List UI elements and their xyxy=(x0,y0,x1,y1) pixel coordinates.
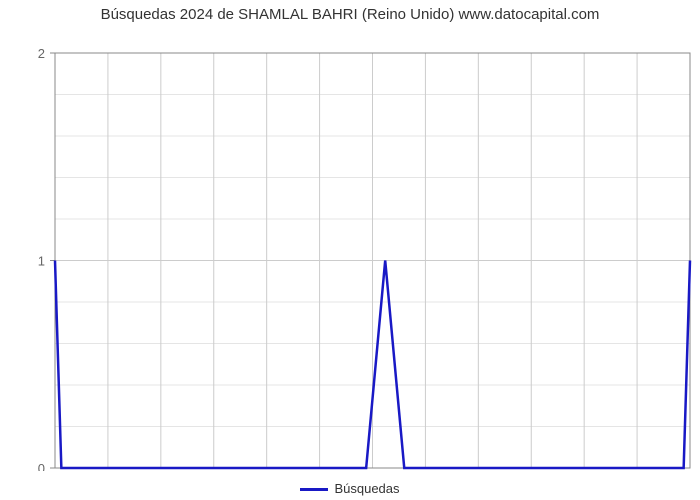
legend-label: Búsquedas xyxy=(334,481,399,496)
legend-swatch xyxy=(300,488,328,491)
chart-title: Búsquedas 2024 de SHAMLAL BAHRI (Reino U… xyxy=(0,0,700,23)
svg-text:1: 1 xyxy=(38,254,45,269)
chart-container: Búsquedas 2024 de SHAMLAL BAHRI (Reino U… xyxy=(0,0,700,500)
chart-svg: 012201920202021202220232024363 xyxy=(0,23,700,471)
svg-text:2: 2 xyxy=(38,46,45,61)
svg-text:0: 0 xyxy=(38,461,45,471)
legend: Búsquedas xyxy=(0,481,700,496)
